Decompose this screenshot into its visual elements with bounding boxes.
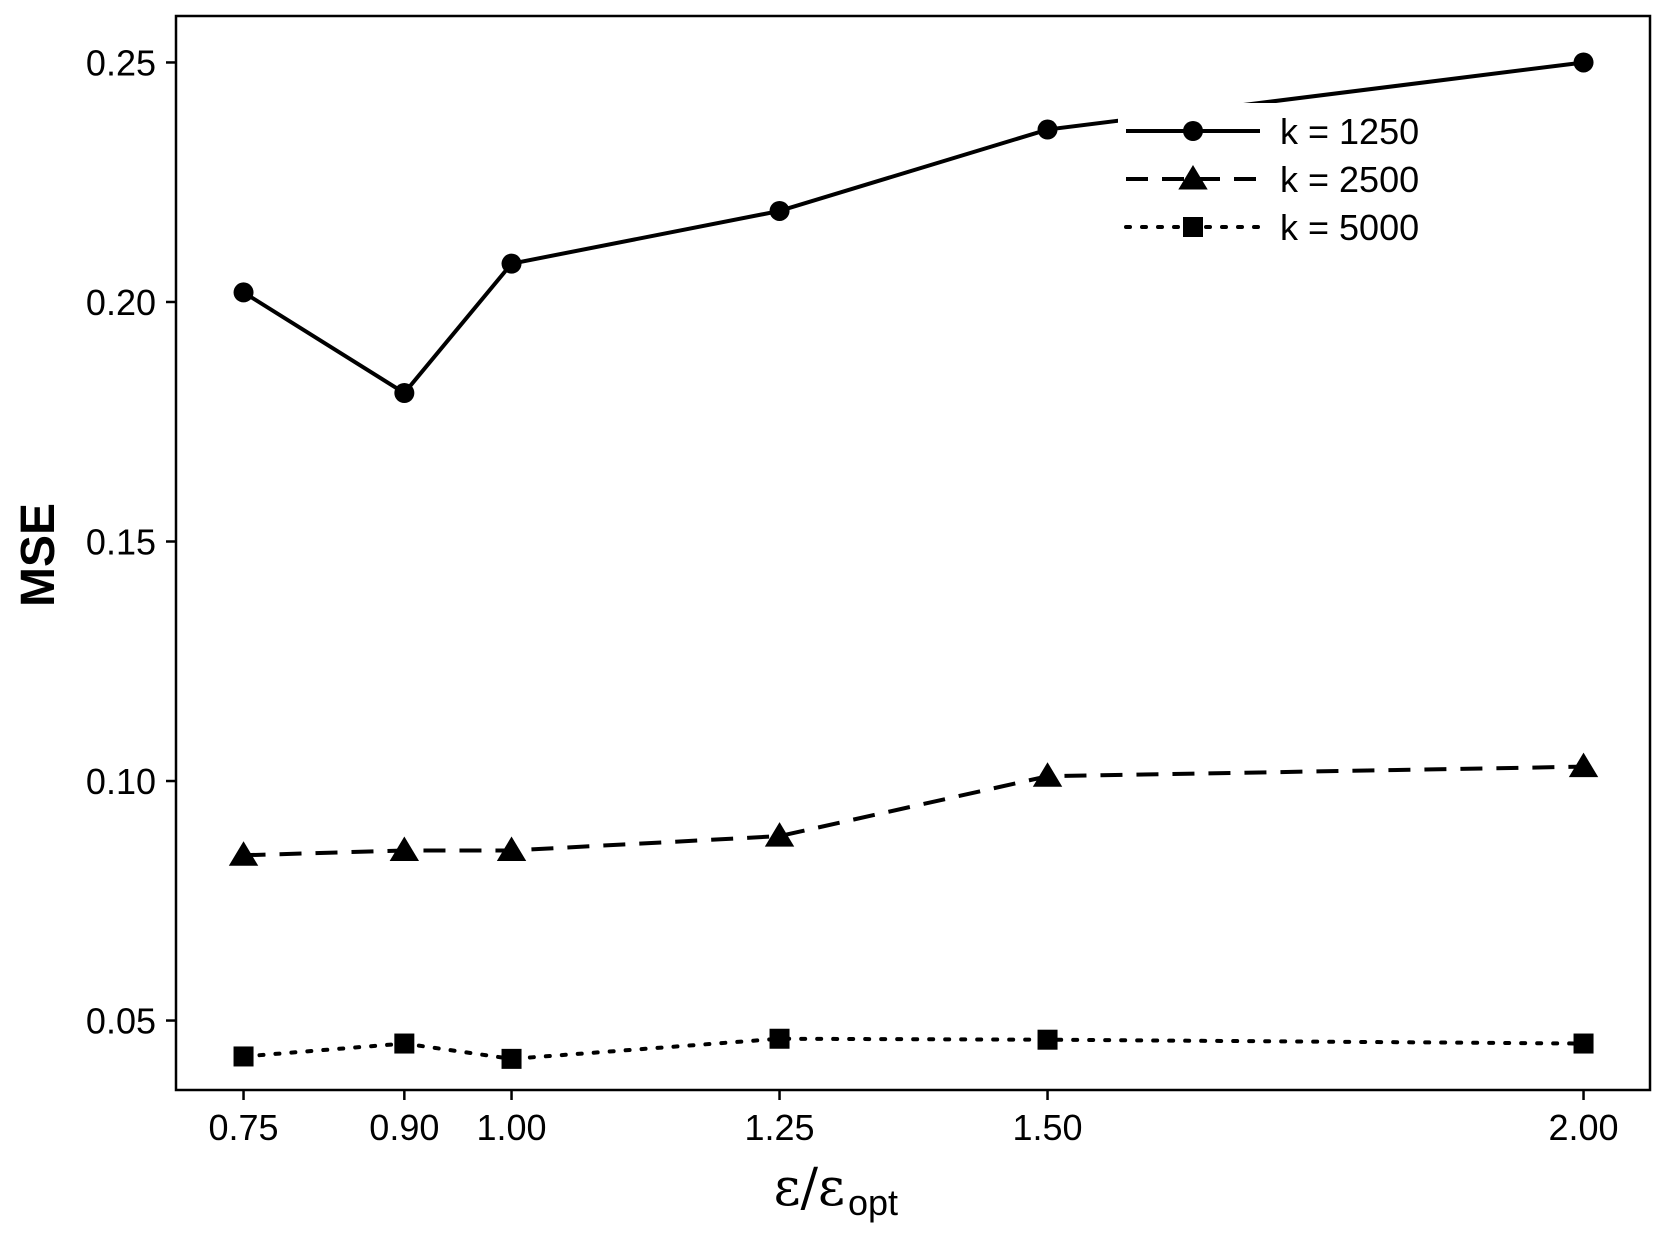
data-point: [1573, 1033, 1594, 1054]
data-point: [1037, 119, 1058, 140]
data-point: [394, 1033, 415, 1054]
legend-label: k = 2500: [1280, 159, 1419, 200]
y-axis-title: MSE: [12, 503, 65, 607]
data-point: [394, 383, 415, 404]
data-point: [228, 841, 259, 866]
series-2: [228, 752, 1599, 866]
x-tick-label: 1.25: [744, 1107, 814, 1148]
legend-label: k = 1250: [1280, 111, 1419, 152]
data-point: [1032, 762, 1063, 787]
legend-entry-1: k = 1250: [1126, 111, 1419, 152]
data-point: [764, 822, 795, 847]
y-tick-label: 0.20: [86, 282, 156, 323]
y-tick-label: 0.25: [86, 42, 156, 83]
data-point: [1573, 52, 1594, 73]
x-tick-label: 2.00: [1548, 1107, 1618, 1148]
legend-label: k = 5000: [1280, 207, 1419, 248]
y-tick-label: 0.15: [86, 522, 156, 563]
x-tick-label: 0.90: [369, 1107, 439, 1148]
data-point: [1037, 1029, 1058, 1050]
legend-key-marker: [1183, 121, 1203, 141]
legend-entry-3: k = 5000: [1124, 207, 1419, 248]
data-point: [233, 1046, 254, 1067]
legend-key-marker: [1178, 165, 1208, 190]
series-3: [233, 1028, 1594, 1069]
series-line: [241, 1036, 1586, 1061]
x-axis: 0.75 0.90 1.00 1.25 1.50 2.00: [208, 1090, 1619, 1148]
data-point: [496, 836, 527, 861]
x-axis-title-subscript: opt: [848, 1182, 898, 1223]
data-point: [501, 253, 522, 274]
x-tick-label: 1.00: [476, 1107, 546, 1148]
series-line: [243, 764, 1584, 858]
plot-border: [174, 14, 1652, 1092]
data-point: [501, 1048, 522, 1069]
x-tick-label: 0.75: [208, 1107, 278, 1148]
data-point: [233, 282, 254, 303]
data-point: [1568, 752, 1599, 778]
data-point: [769, 1028, 790, 1049]
y-axis: 0.05 0.10 0.15 0.20 0.25: [86, 42, 176, 1042]
x-axis-title-main: ε/ε: [774, 1158, 845, 1218]
data-point: [389, 836, 420, 861]
legend: k = 1250 k = 2500 k = 5000: [1118, 103, 1538, 255]
legend-key-marker: [1183, 217, 1203, 237]
plot-area: [174, 14, 1652, 1092]
legend-entry-2: k = 2500: [1126, 159, 1419, 200]
x-tick-label: 1.50: [1012, 1107, 1082, 1148]
y-tick-label: 0.05: [86, 1001, 156, 1042]
y-tick-label: 0.10: [86, 761, 156, 802]
x-axis-title: ε/ε opt: [774, 1158, 898, 1223]
data-point: [769, 200, 790, 221]
